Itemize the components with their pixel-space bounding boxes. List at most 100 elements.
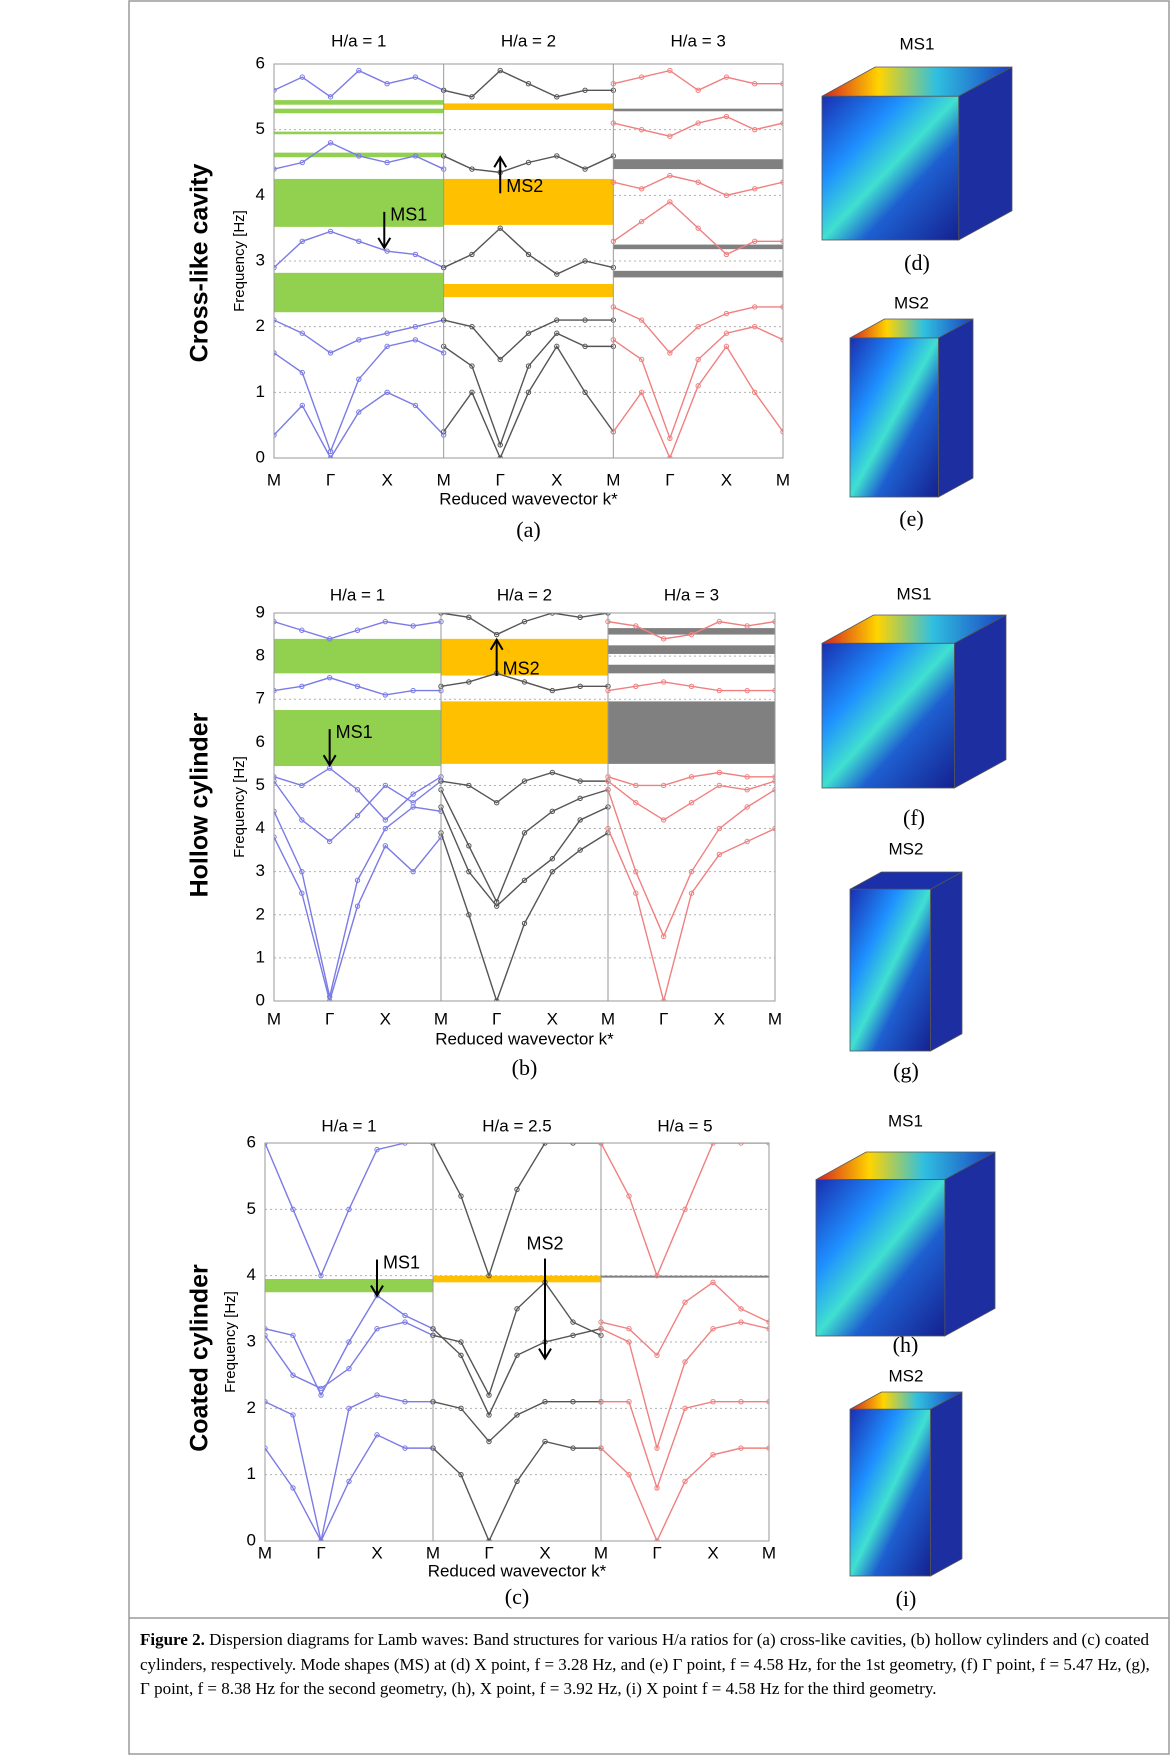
mode-label: (i) xyxy=(896,1586,917,1611)
mode-title: MS2 xyxy=(894,293,929,312)
y-tick-label: 1 xyxy=(247,1464,256,1483)
y-tick-label: 0 xyxy=(256,447,265,466)
y-tick-label: 5 xyxy=(247,1199,256,1218)
subplot-title: H/a = 1 xyxy=(321,1116,376,1135)
x-tick-label: M xyxy=(776,470,790,489)
subplot-title: H/a = 1 xyxy=(331,31,386,50)
y-axis-title: Frequency [Hz] xyxy=(222,1291,239,1393)
cube-front xyxy=(816,1180,945,1336)
panel-label: (b) xyxy=(512,1055,538,1080)
x-tick-label: M xyxy=(768,1009,782,1028)
band-gap xyxy=(608,628,775,634)
y-tick-label: 0 xyxy=(256,990,265,1009)
mode-title: MS1 xyxy=(897,584,932,603)
y-axis-title: Frequency [Hz] xyxy=(231,210,248,312)
x-axis-title: Reduced wavevector k* xyxy=(439,489,618,508)
row-title: Cross-like cavity xyxy=(186,164,214,363)
mode-title: MS1 xyxy=(888,1111,923,1130)
x-axis-title: Reduced wavevector k* xyxy=(428,1561,607,1580)
x-tick-label: Γ xyxy=(316,1543,325,1562)
subplot-title: H/a = 5 xyxy=(657,1116,712,1135)
annotation-label: MS1 xyxy=(383,1252,420,1272)
cube-front xyxy=(850,338,939,497)
mode-label: (d) xyxy=(904,250,930,275)
x-tick-label: M xyxy=(267,1009,281,1028)
x-tick-label: X xyxy=(371,1543,382,1562)
mode-title: MS2 xyxy=(889,1366,924,1385)
x-tick-label: M xyxy=(594,1543,608,1562)
band-gap xyxy=(274,100,444,105)
x-tick-label: Γ xyxy=(659,1009,668,1028)
mode-label: (g) xyxy=(893,1058,919,1083)
y-tick-label: 2 xyxy=(256,316,265,335)
y-axis-title: Frequency [Hz] xyxy=(231,756,248,858)
y-tick-label: 3 xyxy=(256,861,265,880)
subplot-title: H/a = 1 xyxy=(330,585,385,604)
cube-front xyxy=(850,1409,931,1576)
x-tick-label: M xyxy=(437,470,451,489)
mode-title: MS1 xyxy=(900,34,935,53)
annotation-label: MS1 xyxy=(336,722,373,742)
x-tick-label: Γ xyxy=(326,470,335,489)
x-tick-label: M xyxy=(267,470,281,489)
caption: Figure 2. Dispersion diagrams for Lamb w… xyxy=(140,1628,1160,1702)
caption-text: Dispersion diagrams for Lamb waves: Band… xyxy=(140,1630,1150,1698)
x-tick-label: Γ xyxy=(665,470,674,489)
band-gap xyxy=(608,645,775,654)
x-tick-label: X xyxy=(380,1009,391,1028)
x-tick-label: M xyxy=(606,470,620,489)
band-gap xyxy=(444,284,614,297)
mode-label: (f) xyxy=(903,805,925,830)
mode-label: (h) xyxy=(893,1332,919,1357)
x-tick-label: M xyxy=(426,1543,440,1562)
cube-front xyxy=(822,96,959,240)
y-tick-label: 2 xyxy=(256,904,265,923)
y-tick-label: 4 xyxy=(256,818,265,837)
band-gap xyxy=(608,665,775,674)
x-tick-label: M xyxy=(434,1009,448,1028)
band-gap xyxy=(613,245,783,250)
y-tick-label: 2 xyxy=(247,1398,256,1417)
x-tick-label: Γ xyxy=(496,470,505,489)
annotation-label: MS2 xyxy=(503,658,540,678)
band-gap xyxy=(274,132,444,135)
x-tick-label: Γ xyxy=(325,1009,334,1028)
panel-label: (a) xyxy=(516,517,540,542)
y-tick-label: 5 xyxy=(256,775,265,794)
y-tick-label: 3 xyxy=(247,1331,256,1350)
cube-side xyxy=(945,1152,995,1336)
cube-side xyxy=(931,872,962,1051)
subplot-title: H/a = 3 xyxy=(664,585,719,604)
y-tick-label: 0 xyxy=(247,1530,256,1549)
y-tick-label: 8 xyxy=(256,646,265,665)
y-tick-label: 1 xyxy=(256,947,265,966)
band-gap xyxy=(265,1279,433,1292)
row-title: Hollow cylinder xyxy=(186,712,214,897)
cube-side xyxy=(959,67,1012,240)
band-gap xyxy=(433,1276,601,1283)
subplot-title: H/a = 3 xyxy=(671,31,726,50)
row-title: Coated cylinder xyxy=(186,1264,214,1452)
annotation-label: MS2 xyxy=(526,1233,563,1253)
x-axis-title: Reduced wavevector k* xyxy=(435,1029,614,1048)
x-tick-label: X xyxy=(381,470,392,489)
subplot-title: H/a = 2 xyxy=(501,31,556,50)
cube-side xyxy=(939,319,973,497)
band-gap xyxy=(613,109,783,112)
x-tick-label: Γ xyxy=(484,1543,493,1562)
x-tick-label: X xyxy=(707,1543,718,1562)
x-tick-label: M xyxy=(258,1543,272,1562)
band-gap xyxy=(444,103,614,110)
cube-front xyxy=(822,643,954,788)
y-tick-label: 4 xyxy=(256,185,265,204)
mode-label: (e) xyxy=(899,506,923,531)
mode-title: MS2 xyxy=(889,839,924,858)
y-tick-label: 9 xyxy=(256,602,265,621)
band-gap xyxy=(613,159,783,169)
band-gap xyxy=(613,271,783,278)
x-tick-label: M xyxy=(762,1543,776,1562)
cube-front xyxy=(850,889,931,1051)
annotation-label: MS2 xyxy=(506,176,543,196)
y-tick-label: 5 xyxy=(256,119,265,138)
subplot-title: H/a = 2.5 xyxy=(482,1116,551,1135)
